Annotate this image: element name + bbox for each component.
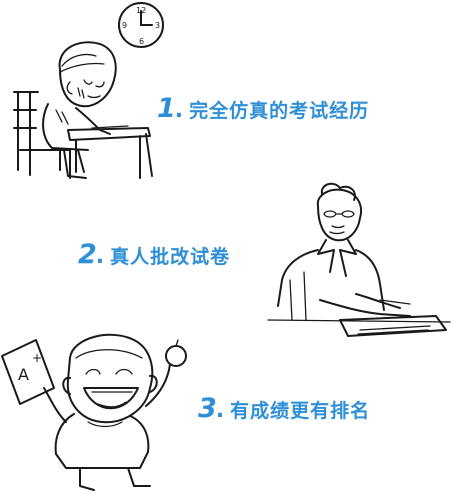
grade-paper: A + (1, 339, 55, 405)
illustration-stressed-student: 12 3 6 9 (0, 0, 200, 190)
clock-twelve: 12 (136, 6, 146, 15)
feature-1: 1 . 完全仿真的考试经历 (157, 93, 369, 124)
happy-kid-drawing: A + (1, 333, 187, 491)
illustration-happy-kid: A + (0, 318, 200, 500)
feature-2-number: 2 (78, 239, 97, 270)
clock-three: 3 (155, 21, 160, 30)
apple-icon (165, 339, 187, 367)
grade-letter: A (18, 365, 29, 384)
feature-2: 2 . 真人批改试卷 (78, 239, 230, 270)
stressed-student-drawing: 12 3 6 9 (13, 2, 164, 179)
feature-3-label: 有成绩更有排名 (230, 400, 371, 422)
grade-plus: + (32, 351, 42, 365)
illustration-teacher-grading (260, 180, 460, 340)
clock-six: 6 (139, 37, 144, 46)
feature-3: 3 . 有成绩更有排名 (198, 393, 370, 424)
clock-nine: 9 (122, 21, 127, 30)
feature-2-label: 真人批改试卷 (110, 246, 231, 268)
feature-2-dot: . (95, 244, 105, 269)
feature-1-label: 完全仿真的考试经历 (189, 100, 370, 122)
feature-3-dot: . (215, 398, 225, 423)
feature-1-number: 1 (157, 93, 176, 124)
clock-icon: 12 3 6 9 (118, 2, 164, 48)
feature-3-number: 3 (198, 393, 217, 424)
teacher-drawing (267, 182, 451, 337)
feature-1-dot: . (174, 98, 184, 123)
